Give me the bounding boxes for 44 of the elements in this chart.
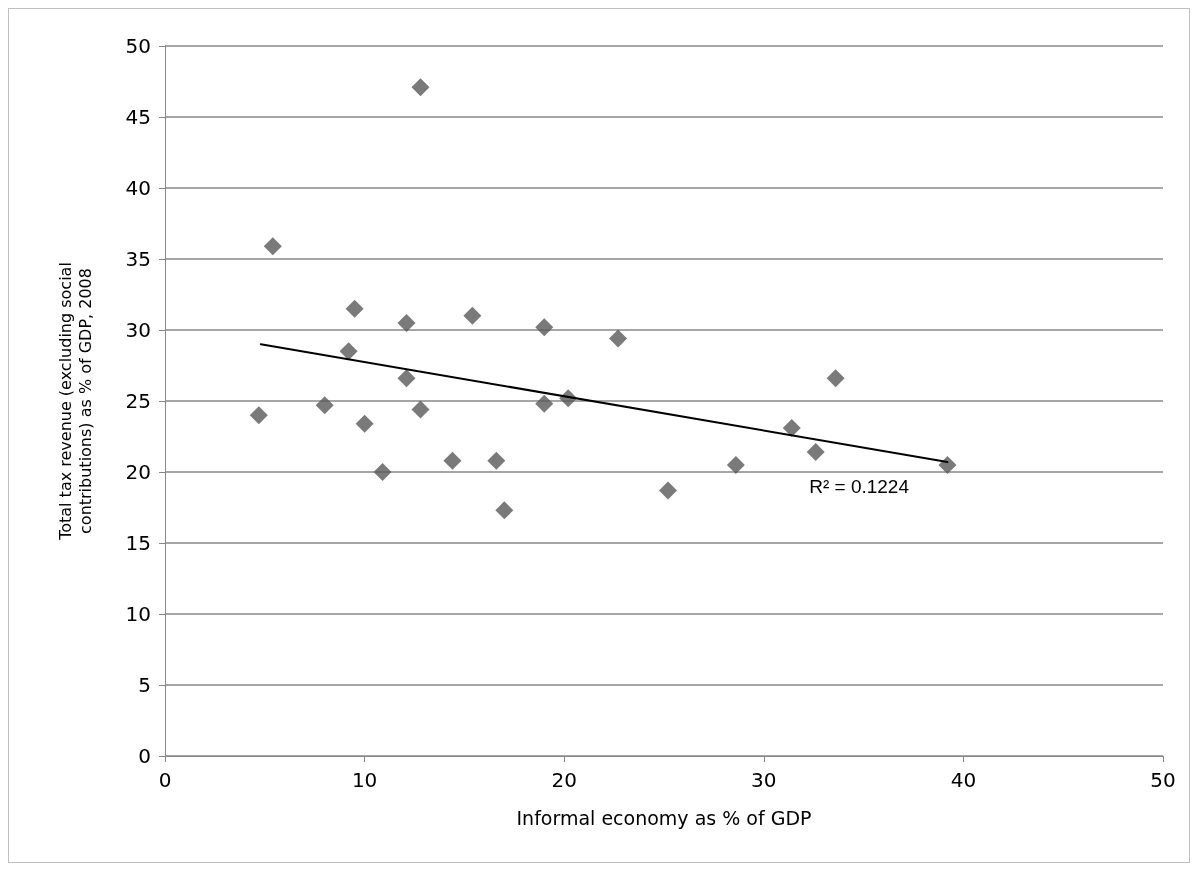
y-tick-label: 40 (125, 176, 151, 200)
y-tick-label: 5 (138, 673, 151, 697)
point (263, 237, 282, 256)
point (463, 306, 482, 325)
point (726, 455, 745, 474)
x-tick-label: 0 (158, 768, 172, 792)
point (411, 78, 430, 97)
point (397, 369, 416, 388)
x-tick-label: 20 (551, 768, 577, 792)
point (826, 369, 845, 388)
point (397, 313, 416, 332)
y-tick-label: 50 (125, 34, 151, 58)
point (806, 443, 825, 462)
point (339, 342, 358, 361)
y-tick-label: 15 (125, 531, 151, 555)
y-tick-label: 35 (125, 247, 151, 271)
x-tick-label: 30 (751, 768, 777, 792)
y-tick-label: 30 (125, 318, 151, 342)
y-tick-label: 45 (125, 105, 151, 129)
point (938, 455, 957, 474)
y-tick-label: 20 (125, 460, 151, 484)
x-tick-label: 50 (1150, 768, 1176, 792)
x-tick-label: 40 (950, 768, 977, 792)
y-tick-label: 25 (125, 389, 151, 413)
y-tick-label: 10 (125, 602, 151, 626)
y-axis-title: Total tax revenue (excluding social contributions) as % of GDP, 2008 (55, 262, 95, 541)
point (487, 451, 506, 470)
y-tick-label: 0 (138, 744, 151, 768)
x-axis-title: Informal economy as % of GDP (516, 806, 812, 829)
point (249, 406, 268, 425)
point (535, 318, 554, 337)
point (782, 418, 801, 437)
point (355, 414, 374, 433)
point (345, 299, 364, 318)
point (535, 394, 554, 413)
point (658, 481, 677, 500)
x-tick-label: 10 (351, 768, 378, 792)
point (315, 396, 334, 415)
point (373, 463, 392, 481)
point (411, 400, 430, 419)
annotation: R² = 0.1224 (809, 476, 910, 497)
point (495, 501, 514, 520)
point (609, 329, 628, 348)
point (443, 451, 462, 470)
